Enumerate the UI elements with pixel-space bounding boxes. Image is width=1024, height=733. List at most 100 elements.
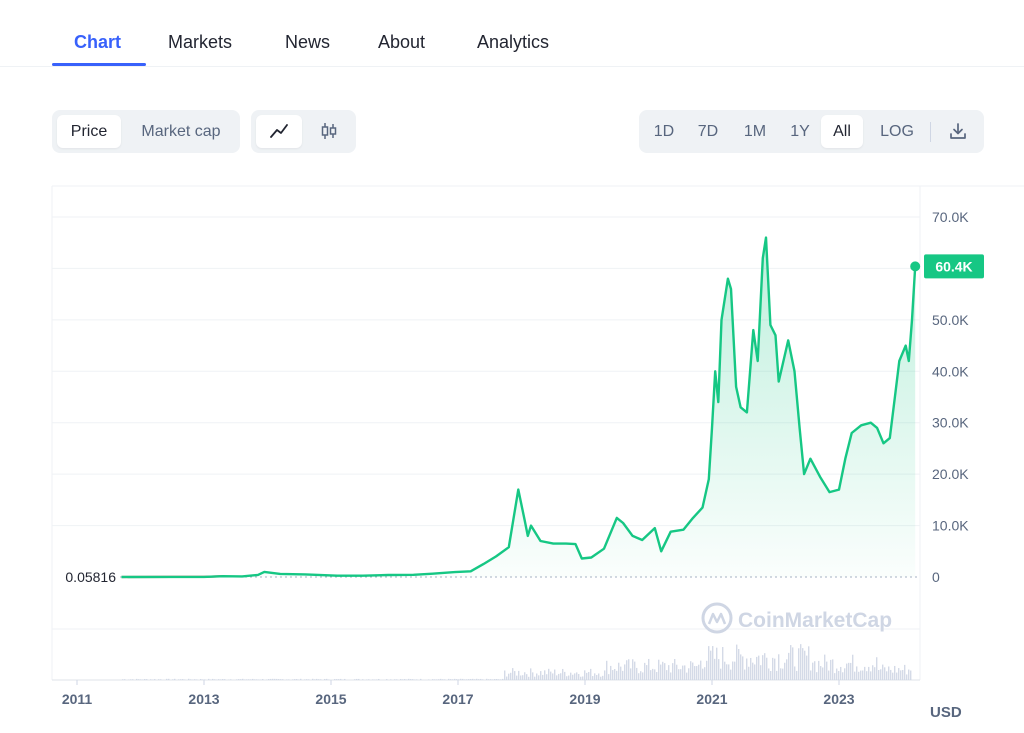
volume-bar (666, 670, 668, 680)
current-price-badge (924, 254, 984, 279)
line-chart-button[interactable] (256, 115, 302, 148)
volume-bar (534, 676, 536, 680)
volume-bar (606, 660, 608, 680)
volume-bar (318, 679, 320, 680)
volume-bar (532, 672, 534, 680)
tab-markets[interactable]: Markets (168, 32, 233, 52)
range-1y-button[interactable]: 1Y (790, 123, 810, 140)
download-button[interactable] (939, 115, 977, 148)
volume-bar (280, 679, 282, 680)
volume-bar (656, 672, 658, 680)
volume-bar (804, 650, 806, 680)
volume-bar (208, 678, 210, 680)
tab-about[interactable]: About (378, 32, 426, 52)
volume-bar (816, 672, 818, 680)
tab-chart[interactable]: Chart (74, 32, 122, 52)
volume-bar (648, 658, 650, 680)
volume-bar (124, 679, 126, 680)
volume-bar (792, 647, 794, 680)
volume-bar (866, 671, 868, 680)
tab-news[interactable]: News (285, 32, 331, 52)
volume-bar (520, 675, 522, 680)
range-7d-button[interactable]: 7D (697, 123, 719, 140)
volume-bar (140, 679, 142, 680)
volume-bar (668, 665, 670, 680)
volume-bar (768, 668, 770, 680)
volume-bar (884, 667, 886, 680)
x-tick-label: 2017 (442, 691, 473, 707)
volume-bar (182, 679, 184, 680)
volume-bar (204, 679, 206, 680)
volume-bar (492, 679, 494, 680)
volume-bar (174, 678, 176, 680)
volume-bar (218, 679, 220, 680)
volume-bar (528, 676, 530, 680)
volume-bar (464, 679, 466, 680)
volume-bar (152, 679, 154, 680)
range-1m-button[interactable]: 1M (743, 123, 767, 140)
volume-bar (676, 664, 678, 680)
volume-bar (320, 679, 322, 680)
market-cap-option[interactable]: Market cap (141, 123, 221, 140)
download-icon (950, 123, 966, 139)
volume-bar (876, 657, 878, 680)
volume-bar (864, 666, 866, 680)
price-chart-svg: CoinMarketCap 0 10.0K 20.0K 30.0K 40.0K 50.0K… (51, 185, 1024, 721)
volume-bar (538, 675, 540, 680)
candlestick-button[interactable] (306, 115, 352, 148)
volume-bar (192, 679, 194, 680)
volume-bar (412, 679, 414, 680)
volume-bar (684, 665, 686, 680)
volume-bar (448, 678, 450, 680)
volume-bar (678, 669, 680, 680)
volume-bar (886, 671, 888, 680)
volume-bar (846, 663, 848, 680)
range-all-button[interactable]: All (821, 115, 863, 148)
volume-bar (488, 679, 490, 680)
volume-bar (840, 666, 842, 680)
volume-bar (562, 668, 564, 680)
volume-bar (638, 673, 640, 680)
range-1d-button[interactable]: 1D (653, 123, 675, 140)
start-value-label: 0.05816 (65, 569, 116, 585)
current-price-point (910, 261, 921, 272)
volume-bar (250, 679, 252, 680)
y-tick-label: 50.0K (932, 312, 969, 328)
volume-bar (706, 660, 708, 680)
volume-bar (216, 679, 218, 680)
volume-bar (478, 679, 480, 680)
volume-bar (728, 664, 730, 680)
volume-bar (682, 665, 684, 680)
metric-toggle: Price Market cap (52, 110, 240, 153)
volume-bar (744, 669, 746, 680)
volume-bar (654, 669, 656, 680)
volume-bar (130, 679, 132, 680)
volume-bar (724, 661, 726, 680)
volume-bar (502, 678, 504, 680)
volume-bar (344, 678, 346, 680)
volume-bar (636, 667, 638, 680)
volume-bar (160, 679, 162, 680)
volume-bar (402, 679, 404, 680)
x-tick-label: 2013 (188, 691, 219, 707)
volume-bar (892, 672, 894, 680)
volume-bar (122, 679, 124, 680)
volume-bar (482, 679, 484, 680)
volume-bar (468, 679, 470, 680)
volume-bar (752, 662, 754, 680)
price-option[interactable]: Price (57, 115, 121, 148)
log-scale-button[interactable]: LOG (880, 123, 914, 140)
volume-bar (852, 654, 854, 680)
volume-bar (602, 675, 604, 680)
volume-bar (202, 679, 204, 680)
volume-bar (378, 678, 380, 680)
volume-bar (410, 679, 412, 680)
volume-bar (504, 670, 506, 680)
volume-bar (620, 666, 622, 680)
y-tick-label: 30.0K (932, 415, 969, 431)
volume-bar (696, 666, 698, 680)
tab-analytics[interactable]: Analytics (477, 32, 550, 52)
price-line (121, 236, 917, 579)
volume-bar (274, 678, 276, 680)
price-chart[interactable]: CoinMarketCap 0 10.0K 20.0K 30.0K 40.0K 50.0K… (0, 180, 1024, 733)
